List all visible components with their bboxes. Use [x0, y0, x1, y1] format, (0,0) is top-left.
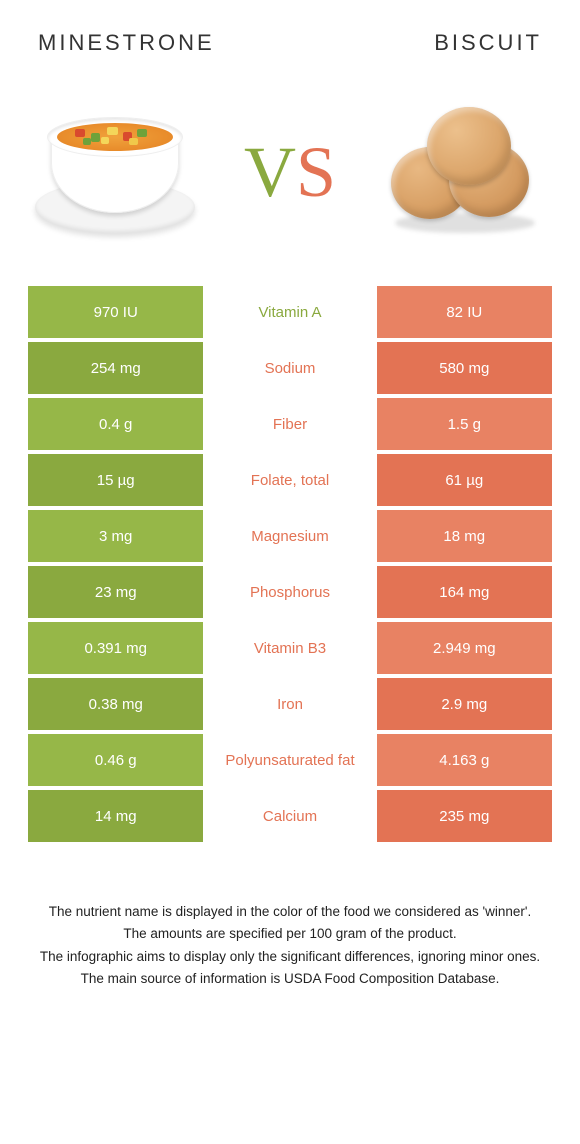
right-value-cell: 580 mg: [377, 342, 552, 394]
nutrient-name-cell: Vitamin B3: [207, 622, 372, 674]
left-food-title: Minestrone: [38, 30, 215, 56]
nutrient-name-cell: Phosphorus: [207, 566, 372, 618]
right-value-cell: 1.5 g: [377, 398, 552, 450]
footnote-line: The main source of information is USDA F…: [34, 969, 546, 989]
footnote-line: The nutrient name is displayed in the co…: [34, 902, 546, 922]
right-value-cell: 2.949 mg: [377, 622, 552, 674]
left-value-cell: 3 mg: [28, 510, 203, 562]
left-value-cell: 0.38 mg: [28, 678, 203, 730]
right-value-cell: 235 mg: [377, 790, 552, 842]
table-row: 254 mgSodium580 mg: [28, 342, 552, 394]
table-row: 970 IUVitamin A82 IU: [28, 286, 552, 338]
table-row: 0.46 gPolyunsaturated fat4.163 g: [28, 734, 552, 786]
nutrient-name-cell: Fiber: [207, 398, 372, 450]
right-value-cell: 61 µg: [377, 454, 552, 506]
table-row: 14 mgCalcium235 mg: [28, 790, 552, 842]
nutrient-name-cell: Iron: [207, 678, 372, 730]
left-value-cell: 14 mg: [28, 790, 203, 842]
left-value-cell: 15 µg: [28, 454, 203, 506]
right-value-cell: 4.163 g: [377, 734, 552, 786]
table-row: 3 mgMagnesium18 mg: [28, 510, 552, 562]
vs-v-letter: V: [244, 132, 296, 212]
table-row: 15 µgFolate, total61 µg: [28, 454, 552, 506]
right-value-cell: 18 mg: [377, 510, 552, 562]
nutrient-name-cell: Folate, total: [207, 454, 372, 506]
right-value-cell: 2.9 mg: [377, 678, 552, 730]
nutrition-table: 970 IUVitamin A82 IU254 mgSodium580 mg0.…: [24, 282, 556, 846]
right-value-cell: 82 IU: [377, 286, 552, 338]
left-value-cell: 0.46 g: [28, 734, 203, 786]
nutrient-name-cell: Calcium: [207, 790, 372, 842]
vs-s-letter: S: [296, 132, 336, 212]
table-row: 0.391 mgVitamin B32.949 mg: [28, 622, 552, 674]
biscuit-image: [380, 102, 550, 242]
nutrient-name-cell: Polyunsaturated fat: [207, 734, 372, 786]
title-row: Minestrone Biscuit: [24, 30, 556, 66]
table-row: 23 mgPhosphorus164 mg: [28, 566, 552, 618]
table-row: 0.38 mgIron2.9 mg: [28, 678, 552, 730]
nutrient-name-cell: Vitamin A: [207, 286, 372, 338]
minestrone-image: [30, 102, 200, 242]
footnote-line: The amounts are specified per 100 gram o…: [34, 924, 546, 944]
right-food-title: Biscuit: [434, 30, 542, 56]
footnote-line: The infographic aims to display only the…: [34, 947, 546, 967]
table-row: 0.4 gFiber1.5 g: [28, 398, 552, 450]
footnotes: The nutrient name is displayed in the co…: [24, 902, 556, 989]
vs-label: VS: [200, 131, 380, 214]
nutrient-name-cell: Sodium: [207, 342, 372, 394]
left-value-cell: 970 IU: [28, 286, 203, 338]
nutrient-name-cell: Magnesium: [207, 510, 372, 562]
left-value-cell: 0.4 g: [28, 398, 203, 450]
left-value-cell: 23 mg: [28, 566, 203, 618]
left-value-cell: 0.391 mg: [28, 622, 203, 674]
right-value-cell: 164 mg: [377, 566, 552, 618]
left-value-cell: 254 mg: [28, 342, 203, 394]
hero-row: VS: [24, 66, 556, 282]
